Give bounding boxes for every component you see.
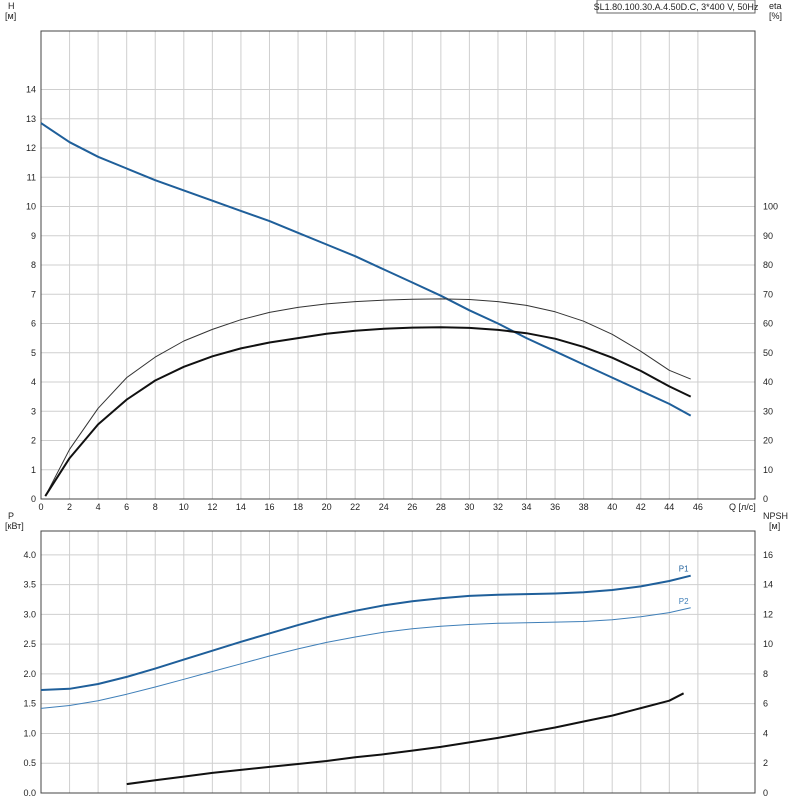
series-line-0 [40,122,692,417]
y-left-axis-unit: [м] [5,11,16,21]
y-left-tick-label: 2 [31,436,36,446]
x-tick-label: 6 [124,502,129,512]
x-tick-label: 30 [464,502,474,512]
y-left-tick-label: 1 [31,465,36,475]
y-right-tick-label: 90 [763,231,773,241]
y-right-tick-label: 16 [763,550,773,560]
y-left-tick-label: 9 [31,231,36,241]
x-tick-label: 40 [607,502,617,512]
series-line-1 [40,607,691,709]
x-tick-label: 36 [550,502,560,512]
y-left-tick-label: 2.0 [23,669,36,679]
y-left-tick-label: 11 [27,172,36,182]
y-left-tick-label: 3.5 [23,580,36,590]
x-tick-label: 10 [179,502,189,512]
plot-frame [40,30,756,500]
y-left-axis-label: P [8,511,14,521]
y-right-tick-label: 14 [763,580,773,590]
series-label-p2: P2 [679,597,689,606]
y-right-axis-unit: [%] [769,11,782,21]
y-right-tick-label: 40 [763,377,773,387]
y-left-tick-label: 3.0 [23,609,36,619]
x-tick-label: 22 [350,502,360,512]
y-right-tick-label: 50 [763,348,773,358]
x-tick-label: 16 [264,502,274,512]
series-line-1 [44,298,691,497]
y-left-axis-unit: [кВт] [5,521,24,531]
y-left-tick-label: 0 [31,494,36,504]
x-tick-label: 28 [436,502,446,512]
y-right-axis-unit: [м] [769,521,780,531]
series-line-2 [126,692,685,786]
y-right-tick-label: 8 [763,669,768,679]
y-right-axis-label: NPSH [763,511,788,521]
y-left-tick-label: 4.0 [23,550,36,560]
y-right-tick-label: 0 [763,788,768,798]
series-label-p1: P1 [679,565,689,574]
y-right-tick-label: 2 [763,758,768,768]
y-right-tick-label: 30 [763,406,773,416]
y-right-tick-label: 10 [763,639,773,649]
y-right-tick-label: 100 [763,202,778,212]
x-tick-label: 34 [522,502,532,512]
x-tick-label: 46 [693,502,703,512]
y-right-tick-label: 60 [763,319,773,329]
x-tick-label: 42 [636,502,646,512]
series-line-2 [44,326,692,497]
y-left-tick-label: 10 [26,202,36,212]
y-left-tick-label: 7 [31,289,36,299]
y-right-tick-label: 80 [763,260,773,270]
y-left-tick-label: 4 [31,377,36,387]
y-right-tick-label: 10 [763,465,773,475]
y-left-tick-label: 13 [26,114,36,124]
y-left-axis-label: H [8,1,15,11]
x-tick-label: 4 [96,502,101,512]
y-right-tick-label: 12 [763,609,773,619]
y-left-tick-label: 3 [31,406,36,416]
x-tick-label: 26 [407,502,417,512]
y-right-tick-label: 20 [763,436,773,446]
x-tick-label: 44 [664,502,674,512]
y-left-tick-label: 0.0 [23,788,36,798]
y-right-tick-label: 0 [763,494,768,504]
y-right-tick-label: 6 [763,699,768,709]
y-right-axis-label: eta [769,1,782,11]
x-tick-label: 12 [207,502,217,512]
x-tick-label: 8 [153,502,158,512]
y-right-tick-label: 70 [763,289,773,299]
y-left-tick-label: 14 [26,85,36,95]
x-tick-label: 0 [38,502,43,512]
x-tick-label: 14 [236,502,246,512]
plot-frame [40,530,756,794]
y-left-tick-label: 12 [26,143,36,153]
x-tick-label: 18 [293,502,303,512]
x-tick-label: 24 [379,502,389,512]
y-left-tick-label: 1.0 [23,728,36,738]
y-left-tick-label: 5 [31,348,36,358]
y-left-tick-label: 0.5 [23,758,36,768]
y-left-tick-label: 8 [31,260,36,270]
series-line-0 [40,574,691,691]
title-box [596,0,756,14]
y-left-tick-label: 2.5 [23,639,36,649]
x-tick-label: 38 [579,502,589,512]
x-tick-label: 32 [493,502,503,512]
x-axis-label: Q [л/с] [729,502,756,512]
chart-title: SL1.80.100.30.A.4.50D.C, 3*400 V, 50Hz [594,2,759,12]
x-tick-label: 2 [67,502,72,512]
y-left-tick-label: 6 [31,319,36,329]
y-left-tick-label: 1.5 [23,699,36,709]
x-tick-label: 20 [322,502,332,512]
y-right-tick-label: 4 [763,728,768,738]
